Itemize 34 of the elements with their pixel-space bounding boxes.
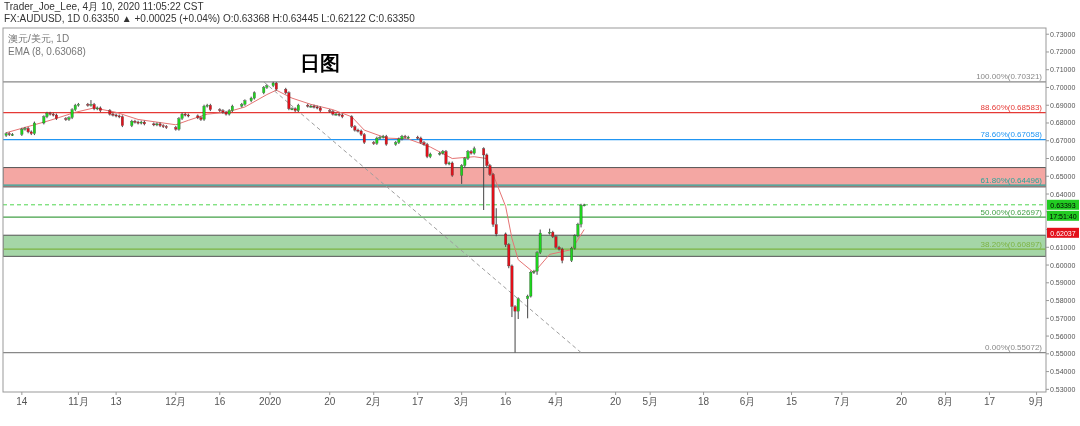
- ref-line-label: 61.80%(0.64496): [980, 175, 1043, 185]
- x-tick-label: 16: [214, 396, 226, 407]
- x-tick-label: 12月: [165, 396, 187, 407]
- x-tick-label: 20: [324, 396, 336, 407]
- ref-line-label: 78.60%(0.67058): [980, 130, 1043, 140]
- x-tick-label: 18: [698, 396, 710, 407]
- text: 日图: [300, 51, 340, 75]
- ref-line-label: 88.60%(0.68583): [980, 103, 1043, 113]
- x-tick-label: 9月: [1028, 396, 1045, 407]
- x-tick-label: 7月: [834, 396, 850, 407]
- x-tick-label: 17: [983, 396, 996, 407]
- x-tick-label: 4月: [548, 396, 564, 407]
- x-tick-label: 15: [785, 396, 798, 407]
- ref-line-label: 0.00%(0.55072): [985, 343, 1043, 353]
- x-tick-label: 13: [110, 396, 123, 407]
- x-tick-label: 5月: [642, 396, 658, 407]
- x-tick-label: 2月: [365, 396, 382, 407]
- x-tick-label: 14: [16, 396, 28, 407]
- ref-line-label: 50.00%(0.62697): [980, 207, 1043, 217]
- x-tick-label: 20: [610, 396, 622, 407]
- x-tick-label: 16: [500, 396, 512, 407]
- text: FX:AUDUSD, 1D 0.63350 ▲ +0.00025 (+0.04%) O:0.63368 H:0.63445 L:0.62122 C:0.63350: [4, 13, 416, 24]
- ref-line-label: 38.20%(0.60897): [980, 239, 1043, 249]
- annotation: EMA (8, 0.63068): [8, 46, 86, 57]
- x-tick-label: 17: [412, 396, 424, 407]
- ref-line-label: 100.00%(0.70321): [976, 72, 1043, 82]
- text: Trader_Joe_Lee, 4月 10, 2020 11:05:22 CST: [4, 1, 204, 12]
- x-tick-label: 2020: [258, 396, 282, 407]
- x-tick-label: 3月: [453, 396, 470, 407]
- annotation: 澳元/美元, 1D: [8, 33, 70, 44]
- x-tick-label: 6月: [739, 396, 756, 407]
- x-tick-label: 20: [895, 396, 908, 407]
- x-tick-label: 8月: [937, 396, 954, 407]
- x-tick-label: 11月: [68, 396, 89, 407]
